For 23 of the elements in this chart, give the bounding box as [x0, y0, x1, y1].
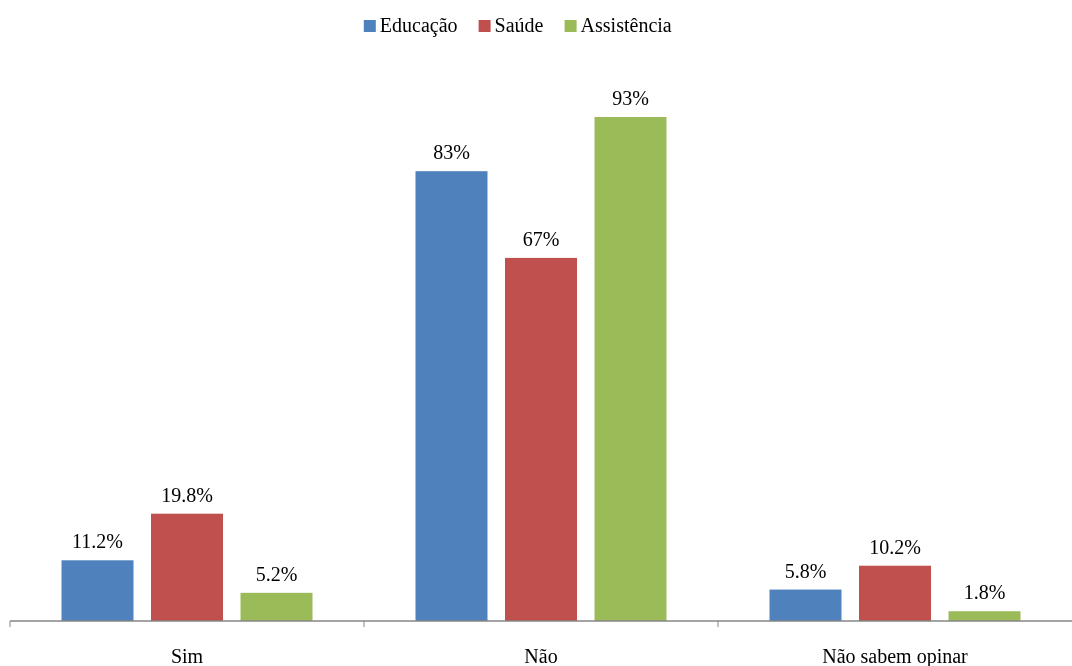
bar: [948, 611, 1021, 621]
x-tick-label: Não: [524, 645, 558, 666]
data-label: 5.2%: [255, 562, 298, 585]
bar: [859, 565, 931, 621]
data-label: 19.8%: [161, 483, 213, 506]
data-label: 67%: [522, 227, 560, 250]
bar: [505, 257, 577, 621]
data-label: 10.2%: [869, 535, 921, 558]
legend-label: Saúde: [494, 14, 544, 36]
bar: [769, 589, 842, 621]
bar: [61, 560, 134, 621]
bar: [151, 513, 223, 621]
bar: [594, 117, 667, 621]
data-label: 83%: [433, 141, 470, 164]
data-label: 5.8%: [784, 559, 827, 582]
data-label: 11.2%: [72, 530, 123, 553]
data-label: 93%: [612, 87, 649, 109]
bar: [240, 592, 313, 621]
legend-label: Educação: [379, 14, 458, 37]
bar: [415, 171, 488, 621]
data-label: 1.8%: [963, 581, 1006, 604]
x-tick-label: Sim: [170, 645, 204, 666]
legend-label: Assistência: [580, 14, 672, 36]
